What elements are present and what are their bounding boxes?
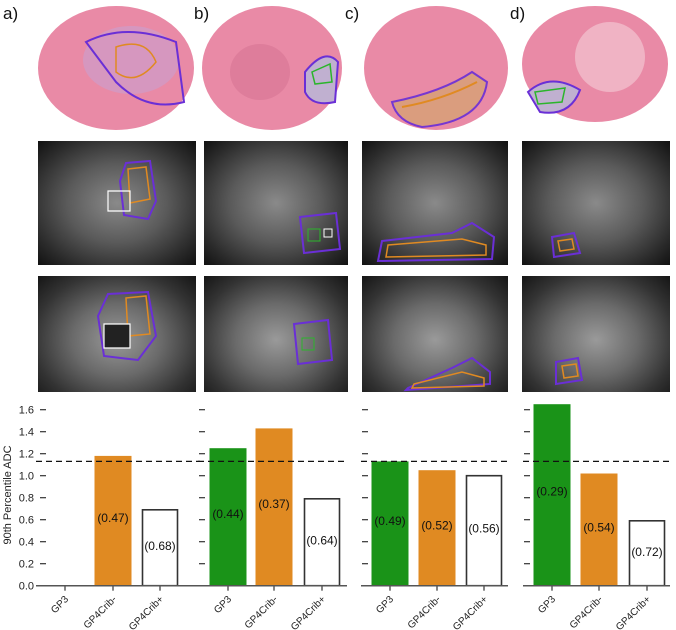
histology-image-a [38,6,194,130]
bar-gp3 [533,404,571,586]
panel-label-a: a) [3,4,19,23]
y-tick-label: 1.4 [19,427,34,439]
x-tick-label: GP4Crib- [243,594,280,630]
x-tick-label: GP4Crib+ [451,594,490,630]
data-label: (0.56) [468,522,499,536]
histology-image-d [522,6,668,122]
y-axis-label: 90th Percentile ADC [2,445,14,544]
data-label: (0.49) [374,514,405,528]
y-tick-label: 0.4 [19,537,34,549]
bar-gp4crib [628,520,666,587]
x-tick-label: GP4Crib- [406,594,443,630]
x-tick-label: GP3 [212,594,234,616]
t2-mri-image-c [362,141,508,265]
adc-map-image-b [204,276,348,392]
x-tick-label: GP3 [374,594,396,616]
bar-gp3 [371,461,409,586]
data-label: (0.37) [258,497,289,511]
histology-image-b [202,6,342,130]
bar-gp4crib [418,470,456,586]
y-tick-label: 0.2 [19,559,34,571]
data-label: (0.29) [536,484,567,498]
bar-gp3 [209,448,247,586]
panel-label-c: c) [345,4,360,23]
y-tick-label: 0.8 [19,493,34,505]
bar-gp4crib [465,474,503,587]
y-tick-label: 1.2 [19,449,34,461]
bar-charts: 90th Percentile ADC 0.0 0.2 0.4 0.6 0.8 1.0 1.… [2,404,670,630]
x-tick-label: GP3 [49,594,71,616]
panel-label-d: d) [510,4,526,23]
data-label: (0.72) [631,545,662,559]
data-label: (0.54) [583,520,614,534]
y-tick-label: 0.6 [19,515,34,527]
y-tick-label: 0.0 [19,581,34,593]
adc-map-image-c [362,276,508,392]
t2-mri-image-a [38,141,196,265]
adc-map-image-d [522,276,670,392]
x-tick-label: GP4Crib- [82,594,119,630]
panel-label-b: b) [194,4,210,23]
y-tick-label: 1.6 [19,405,34,417]
y-tick-label: 1.0 [19,471,34,483]
bar-gp4crib [94,455,132,586]
data-label: (0.68) [144,539,175,553]
histology-image-c [364,6,508,130]
bar-gp4crib [255,428,293,586]
x-tick-label: GP4Crib- [568,594,605,630]
data-label: (0.44) [212,507,243,521]
x-tick-label: GP4Crib+ [614,594,653,630]
x-tick-label: GP3 [536,594,558,616]
data-label: (0.52) [421,519,452,533]
t2-mri-image-b [204,141,348,265]
data-label: (0.47) [97,511,128,525]
x-tick-label: GP4Crib+ [289,594,328,630]
t2-mri-image-d [522,141,670,265]
bar-gp4crib [141,509,179,587]
data-label: (0.64) [306,534,337,548]
bar-gp4crib [580,473,618,586]
bar-gp4crib [303,498,341,587]
adc-map-image-a [38,276,196,392]
x-tick-label: GP4Crib+ [127,594,166,630]
